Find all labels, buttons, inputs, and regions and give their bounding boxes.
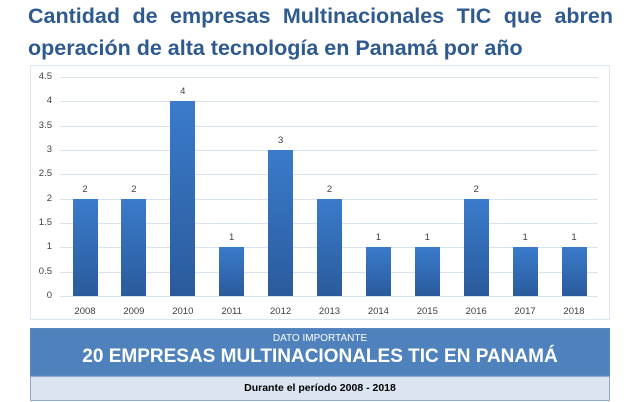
x-tick-label: 2013 [318, 306, 341, 317]
y-tick-label: 3.5 [38, 119, 52, 131]
data-label: 3 [277, 135, 284, 146]
y-tick-label: 2 [46, 192, 52, 204]
bar-2013 [317, 198, 342, 296]
x-tick-label: 2012 [270, 306, 292, 317]
data-label: 1 [229, 232, 235, 244]
bar-2017 [512, 247, 538, 296]
x-tick-label: 2016 [465, 306, 487, 317]
chart-title: Cantidad de empresas Multinacionales TIC… [28, 4, 613, 60]
data-label: 1 [571, 232, 577, 244]
y-tick-label: 1.5 [38, 217, 52, 228]
data-label: 2 [82, 183, 88, 195]
gridline [60, 101, 598, 103]
bar-2016 [463, 198, 489, 296]
data-label: 2 [326, 183, 333, 195]
gridline [60, 296, 598, 297]
x-tick-label: 2015 [416, 306, 438, 317]
bar-2015 [414, 247, 440, 296]
y-tick-label: 3 [46, 144, 52, 155]
gridline [60, 150, 598, 151]
x-tick-label: 2018 [563, 306, 585, 317]
bar-2014 [365, 247, 391, 296]
y-tick-label: 4.5 [38, 71, 52, 82]
x-tick-label: 2011 [221, 306, 242, 317]
y-tick-label: 2.5 [38, 168, 52, 180]
data-label: 2 [473, 183, 479, 195]
banner-headline: 20 EMPRESAS MULTINACIONALES TIC EN PANAM… [82, 346, 558, 367]
banner-kicker: DATO IMPORTANTE [272, 333, 368, 344]
data-label: 4 [180, 86, 186, 98]
bar-2012 [268, 150, 294, 296]
data-label: 2 [131, 183, 137, 195]
y-tick-label: 4 [46, 95, 52, 107]
bar-2010 [170, 101, 196, 296]
important-fact-banner: DATO IMPORTANTE 20 EMPRESAS MULTINACIONA… [30, 328, 610, 376]
y-tick-label: 0 [46, 290, 52, 301]
x-tick-label: 2017 [514, 306, 536, 317]
x-tick-label: 2010 [172, 306, 194, 317]
y-tick-label: 1 [46, 241, 52, 253]
gridline [60, 174, 598, 176]
y-tick-label: 0.5 [38, 265, 52, 277]
bar-2009 [121, 198, 147, 296]
data-label: 1 [424, 232, 430, 244]
gridline [60, 125, 598, 127]
data-label: 1 [375, 232, 382, 244]
bar-2018 [561, 247, 587, 296]
gridline [60, 77, 598, 78]
period-note: Durante el período 2008 - 2018 [30, 376, 610, 401]
bar-2008 [72, 198, 98, 296]
x-tick-label: 2009 [123, 306, 145, 317]
x-tick-label: 2008 [74, 306, 96, 317]
bar-2011 [219, 247, 245, 296]
x-tick-label: 2014 [367, 306, 389, 317]
data-label: 1 [522, 232, 528, 244]
